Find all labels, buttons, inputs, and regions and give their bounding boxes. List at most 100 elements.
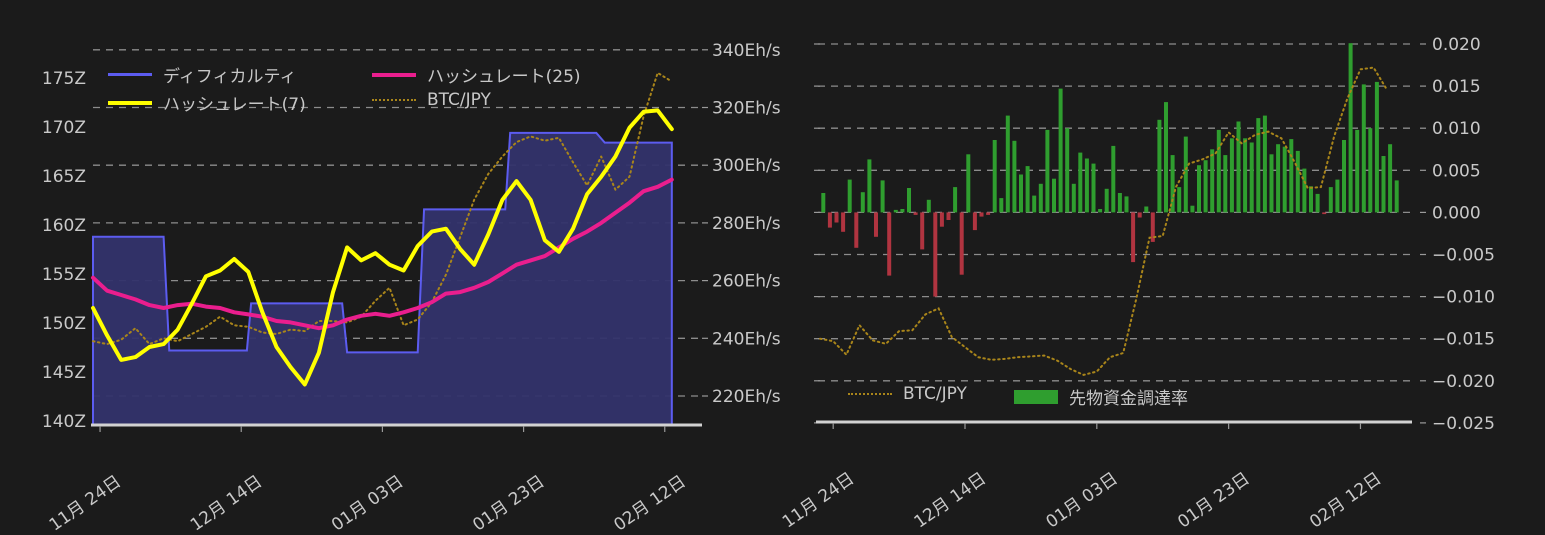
funding-rate-bar-positive xyxy=(992,140,997,213)
funding-rate-bar-positive xyxy=(1223,155,1228,213)
funding-rate-bar-positive xyxy=(1355,129,1360,213)
funding-rate-bar-positive xyxy=(1104,188,1109,213)
right-chart-axis-label: −0.025 xyxy=(1432,414,1495,434)
funding-rate-bar-positive xyxy=(900,209,905,213)
funding-rate-bar-positive xyxy=(1203,160,1208,213)
legend-label-hashrate7: ハッシュレート(7) xyxy=(163,95,306,115)
funding-rate-bar-positive xyxy=(1256,118,1261,213)
funding-rate-bar-positive xyxy=(893,209,898,213)
funding-rate-bar-positive xyxy=(1111,145,1116,213)
left-chart-left-axis-label: 150Z xyxy=(42,314,86,334)
funding-rate-bar-negative xyxy=(913,212,918,215)
left-chart-date-label: 12月 14日 xyxy=(187,472,266,535)
right-chart-date-label: 11月 24日 xyxy=(779,469,858,533)
btcjpy-dotted-swatch-icon xyxy=(848,393,892,395)
funding-rate-bar-positive xyxy=(1315,193,1320,213)
funding-rate-bar-positive xyxy=(1361,84,1366,213)
left-chart-right-axis-label: 260Eh/s xyxy=(712,272,781,292)
right-chart-axis-label: −0.015 xyxy=(1432,330,1495,350)
left-chart-right-axis-label: 300Eh/s xyxy=(712,156,781,176)
funding-rate-bar-positive xyxy=(953,187,958,213)
funding-rate-bar-positive xyxy=(1249,142,1254,213)
funding-rate-bar-negative xyxy=(1322,212,1327,215)
funding-rate-bar-negative xyxy=(874,212,878,237)
left-chart-left-axis-label: 175Z xyxy=(42,69,86,89)
funding-rate-bar-positive xyxy=(1190,205,1195,213)
funding-rate-bar-positive xyxy=(1052,178,1056,213)
btcjpy-dotted-line xyxy=(92,71,673,346)
legend-item-difficulty[interactable]: ディフィカルティ xyxy=(108,62,296,87)
hashrate25-line-swatch-icon xyxy=(372,72,416,77)
funding-rate-bar-positive xyxy=(1282,146,1287,213)
funding-rate-bar-positive xyxy=(1124,196,1129,213)
right-chart-axis-label: −0.005 xyxy=(1432,246,1495,266)
funding-rate-bar-positive xyxy=(1381,156,1386,213)
funding-rate-bar-positive xyxy=(966,154,971,213)
funding-rate-bar-negative xyxy=(939,212,944,227)
funding-rate-bar-positive xyxy=(1368,128,1373,213)
funding-rate-bar-positive xyxy=(1084,158,1089,213)
funding-rate-bar-positive xyxy=(1216,129,1221,213)
funding-rate-bar-positive xyxy=(1229,138,1234,213)
funding-rate-bar-positive xyxy=(1058,88,1063,213)
legend-item-funding-rate[interactable]: 先物資金調達率 xyxy=(1014,384,1188,409)
funding-rate-bar-negative xyxy=(1150,212,1155,242)
left-chart-date-label: 01月 03日 xyxy=(328,472,407,535)
funding-rate-bar-positive xyxy=(1328,187,1333,213)
funding-rate-bar-positive xyxy=(1210,149,1215,213)
funding-rate-bar-positive xyxy=(1032,195,1037,213)
funding-rate-bar-positive xyxy=(1388,144,1393,213)
legend-label-btcjpy-left: BTC/JPY xyxy=(427,90,491,110)
left-chart-left-axis-label: 155Z xyxy=(42,265,86,285)
left-chart-right-axis-label: 340Eh/s xyxy=(712,41,781,61)
right-chart-axis-label: 0.010 xyxy=(1432,119,1481,139)
funding-rate-bar-positive xyxy=(1045,129,1050,213)
funding-rate-bar-negative xyxy=(1131,212,1136,263)
left-chart-date-label: 01月 23日 xyxy=(469,472,548,535)
funding-rate-bar-positive xyxy=(1038,183,1043,213)
funding-rate-bar-negative xyxy=(933,212,938,297)
funding-rate-bar-positive xyxy=(821,193,826,213)
left-chart-right-axis-label: 220Eh/s xyxy=(712,387,781,407)
funding-rate-bar-positive xyxy=(1164,102,1168,213)
right-chart-date-label: 02月 12日 xyxy=(1306,469,1385,533)
funding-rate-bar-positive xyxy=(1374,81,1379,213)
funding-rate-bar-positive xyxy=(1262,115,1267,213)
right-chart-axis-label: 0.000 xyxy=(1432,203,1481,223)
funding-rate-bar-positive xyxy=(1065,128,1070,213)
legend-item-btcjpy-left[interactable]: BTC/JPY xyxy=(372,90,491,110)
funding-rate-bar-positive xyxy=(1276,144,1281,213)
funding-rate-bar-negative xyxy=(834,212,839,223)
funding-rate-bar-positive xyxy=(1177,187,1182,213)
legend-label-hashrate25: ハッシュレート(25) xyxy=(427,67,581,87)
funding-rate-bar-negative xyxy=(946,212,951,220)
difficulty-line-swatch-icon xyxy=(108,73,152,76)
funding-rate-bar-negative xyxy=(1137,212,1142,218)
funding-rate-bar-positive xyxy=(1005,115,1010,213)
funding-rate-bar-positive xyxy=(1342,140,1346,213)
left-chart-left-axis-label: 140Z xyxy=(42,412,86,432)
funding-rate-bar-positive xyxy=(1197,165,1201,213)
left-chart-left-axis-label: 160Z xyxy=(42,216,86,236)
funding-rate-bar-positive xyxy=(1157,119,1162,213)
funding-rate-bar-negative xyxy=(841,212,846,232)
funding-rate-bar-positive xyxy=(1144,206,1149,213)
right-chart-axis-label: 0.020 xyxy=(1432,35,1481,55)
right-chart-plot-area[interactable] xyxy=(820,43,1400,422)
legend-item-hashrate25[interactable]: ハッシュレート(25) xyxy=(372,62,581,87)
funding-rate-bar-positive xyxy=(1025,166,1030,213)
funding-rate-bar-negative xyxy=(827,212,832,228)
left-chart-right-axis-label: 280Eh/s xyxy=(712,214,781,234)
funding-rate-bar-positive xyxy=(1295,150,1300,213)
funding-rate-bar-positive xyxy=(1117,193,1122,213)
funding-rate-bar-positive xyxy=(999,198,1004,213)
funding-rate-bar-positive xyxy=(907,188,911,213)
right-chart-date-label: 01月 23日 xyxy=(1174,469,1253,533)
funding-rate-bar-positive xyxy=(1019,174,1023,213)
left-chart-date-label: 11月 24日 xyxy=(46,472,125,535)
funding-rate-bar-positive xyxy=(926,199,931,213)
legend-item-hashrate7[interactable]: ハッシュレート(7) xyxy=(108,90,306,115)
legend-item-btcjpy-right[interactable]: BTC/JPY xyxy=(848,384,967,404)
funding-rate-bar-negative xyxy=(979,212,984,217)
